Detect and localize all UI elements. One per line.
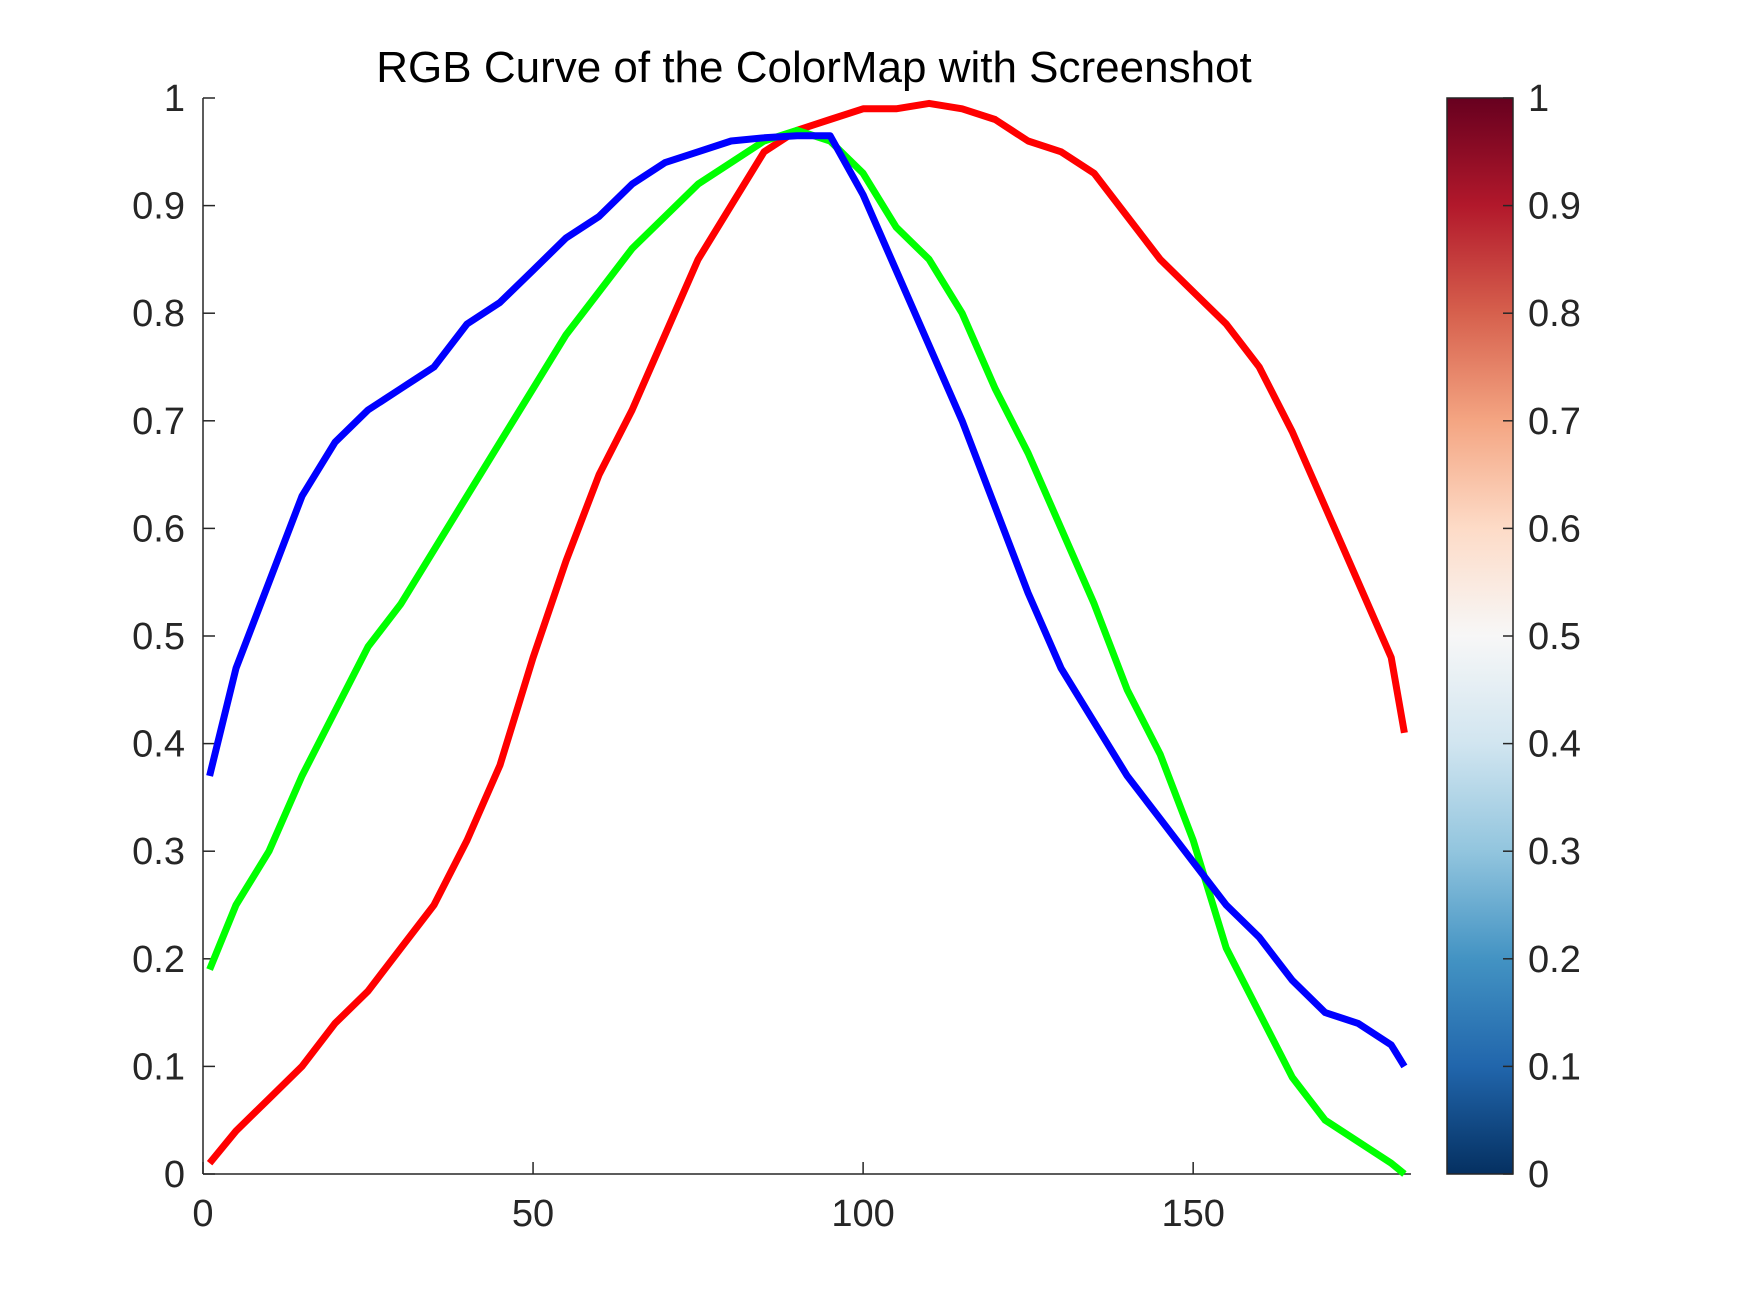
colorbar-tick-label: 0.4 (1528, 724, 1581, 766)
y-tick-label: 0.5 (132, 616, 185, 658)
x-tick-label: 150 (1161, 1193, 1224, 1235)
y-tick-label: 0.4 (132, 724, 185, 766)
colorbar-tick-label: 1 (1528, 78, 1549, 120)
y-tick-label: 1 (164, 78, 185, 120)
y-tick-label: 0 (164, 1154, 185, 1196)
y-tick-label: 0.8 (132, 293, 185, 335)
x-tick-label: 100 (831, 1193, 894, 1235)
colorbar-tick-label: 0.9 (1528, 186, 1581, 228)
colorbar-gradient (1446, 97, 1514, 1175)
x-tick-label: 50 (512, 1193, 554, 1235)
colorbar-tick-label: 0.5 (1528, 616, 1581, 658)
x-tick-label: 0 (192, 1193, 213, 1235)
y-tick-label: 0.1 (132, 1046, 185, 1088)
y-tick-label: 0.3 (132, 831, 185, 873)
colorbar-tick-label: 0 (1528, 1154, 1549, 1196)
colorbar-tick-label: 0.7 (1528, 401, 1581, 443)
series-line-2 (206, 126, 1407, 1177)
y-tick-label: 0.7 (132, 401, 185, 443)
colorbar: 0 0.1 0.2 0.3 0.4 0.5 0.6 0.7 0.8 0.9 1 (1446, 78, 1581, 1196)
chart-title: RGB Curve of the ColorMap with Screensho… (376, 43, 1252, 92)
colorbar-tick-label: 0.8 (1528, 293, 1581, 335)
y-tick-label: 0.9 (132, 186, 185, 228)
series-line-3 (206, 132, 1408, 1069)
plot-area: 0 0.1 0.2 0.3 0.4 0.5 0.6 0.7 0.8 0.9 1 0 50 100 150 (132, 78, 1411, 1235)
colorbar-tick-label: 0.6 (1528, 508, 1581, 550)
series-line-1 (206, 99, 1408, 1166)
colorbar-tick-label: 0.3 (1528, 831, 1581, 873)
y-tick-label: 0.6 (132, 508, 185, 550)
y-tick-label: 0.2 (132, 939, 185, 981)
colorbar-tick-label: 0.2 (1528, 939, 1581, 981)
colorbar-tick-label: 0.1 (1528, 1046, 1581, 1088)
